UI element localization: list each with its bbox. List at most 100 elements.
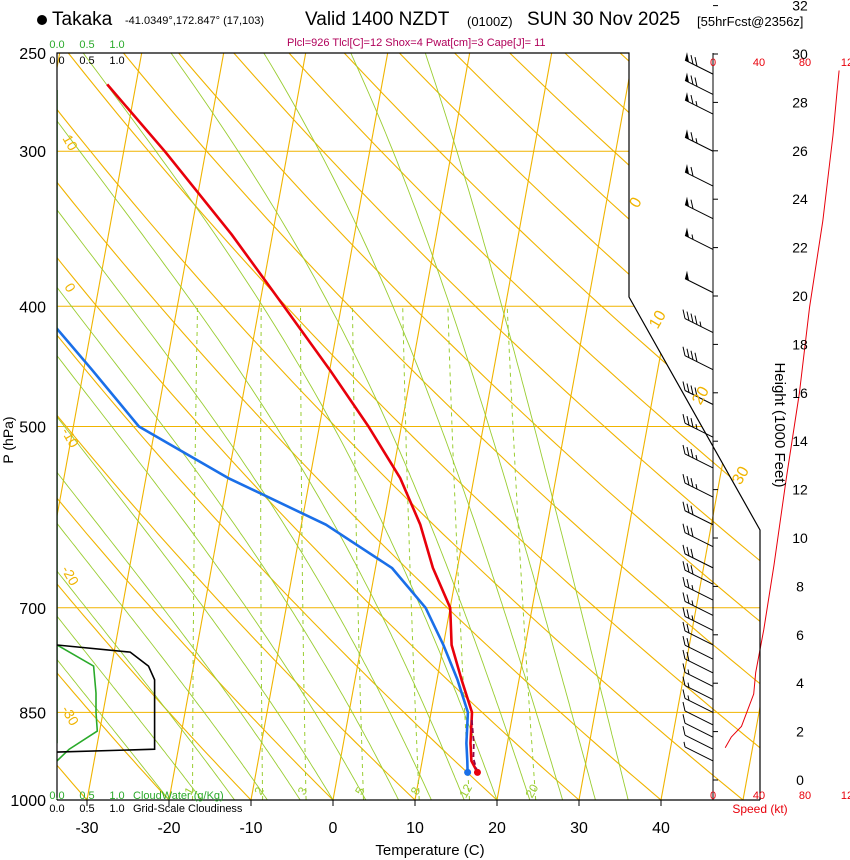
temperature-tick-label: 0 (329, 820, 338, 837)
height-tick-label: 16 (792, 385, 808, 401)
wind-barb-full (690, 448, 694, 459)
moist-adiabat (57, 53, 170, 800)
wind-barb-staff (684, 734, 714, 750)
wind-barb-full (682, 576, 686, 587)
dry-adiabat (57, 53, 170, 800)
wind-barb-full (682, 701, 686, 712)
wind-barb-staff (684, 482, 714, 498)
wind-barb (682, 649, 714, 674)
moist-adiabat (350, 53, 596, 800)
moist-adiabat (57, 53, 367, 800)
height-tick-label: 20 (792, 288, 808, 304)
wind-barb-half (695, 138, 698, 144)
wind-barb-full (682, 414, 686, 424)
wind-barb-staff (684, 355, 714, 371)
moist-adiabat (57, 53, 268, 800)
height-tick-label: 30 (792, 46, 808, 62)
mixing-ratio-label: 5 (352, 784, 368, 797)
wind-barb (682, 663, 714, 687)
mixing-ratio-line (352, 306, 364, 800)
wind-barb-full (682, 381, 686, 391)
wind-barb-staff (684, 569, 714, 585)
wind-barb (684, 92, 714, 115)
wind-barb-full (694, 57, 698, 67)
wind-barb-pennant (685, 92, 689, 103)
wind-barb (682, 444, 714, 469)
cloud-water-label: CloudWater (g/Kg) (133, 790, 224, 802)
wind-barb-half (695, 484, 698, 490)
mixing-ratio-label: 20 (522, 781, 541, 800)
wind-barb-full (694, 387, 698, 397)
mixing-ratio-line (192, 306, 198, 800)
moist-adiabat (57, 53, 465, 800)
wind-barb-full (682, 726, 686, 736)
height-axis-title: Height (1000 Feet) (771, 362, 788, 487)
temperature-tick-label: -10 (239, 820, 262, 837)
cloud-water-trace (57, 644, 99, 762)
wind-barb-half (687, 695, 690, 701)
cloudiness-scale-bottom: 0.5 (79, 803, 94, 815)
height-tick-label: 8 (796, 578, 804, 594)
cloud-water-scale-bottom: 1.0 (109, 790, 124, 802)
wind-barb-pennant (685, 196, 689, 207)
wind-barb-staff (684, 630, 714, 646)
mixing-ratio-line (260, 306, 264, 800)
dry-adiabat (123, 53, 760, 800)
speed-axis-title: Speed (kt) (732, 802, 787, 816)
upper-isotherm-label: 30 (729, 464, 753, 488)
wind-barb-full (682, 523, 686, 533)
temperature-tick-label: -20 (157, 820, 180, 837)
wind-barb-full (686, 594, 690, 604)
cloud-water-scale-bottom: 0.5 (79, 790, 94, 802)
dry-adiabat (57, 53, 580, 800)
left-isotherm-label: 0 (61, 280, 79, 295)
pressure-tick-label: 300 (19, 144, 46, 161)
wind-barb-pennant (685, 270, 689, 281)
wind-barb (684, 129, 714, 152)
pressure-tick-label: 700 (19, 601, 46, 618)
wind-barb-full (694, 77, 698, 87)
wind-barb-full (690, 527, 694, 537)
wind-barb (682, 636, 714, 660)
cloud-water-scale-top: 0.5 (79, 39, 94, 51)
station-dot-icon (37, 15, 47, 25)
wind-barb-pennant (685, 129, 689, 140)
height-tick-label: 10 (792, 530, 808, 546)
moist-adiabat (263, 53, 564, 800)
valid-time: Valid 1400 NZDT (305, 9, 450, 30)
wind-barb-half (699, 321, 702, 327)
cloudiness-scale-top: 0.5 (79, 55, 94, 67)
height-tick-label: 28 (792, 94, 808, 110)
left-isotherm-label: -10 (58, 425, 82, 451)
wind-barb-staff (684, 658, 714, 674)
cloudiness-scale-bottom: 1.0 (109, 803, 124, 815)
wind-barb-full (686, 383, 690, 393)
wind-barb (682, 607, 714, 631)
wind-barb-half (687, 682, 690, 688)
moist-adiabat (57, 53, 334, 800)
wind-barb-staff (684, 710, 714, 726)
cloud-water-scale-top: 0.0 (49, 39, 64, 51)
upper-isotherm-label: 20 (689, 384, 713, 408)
wind-barb-half (695, 100, 698, 107)
temperature-axis-title: Temperature (C) (375, 842, 484, 859)
cloudiness-trace (57, 644, 156, 753)
moist-adiabat (57, 53, 301, 800)
wind-barb (684, 72, 714, 95)
dry-adiabat (288, 53, 760, 800)
isotherm-line (57, 53, 143, 800)
wind-barb-full (690, 166, 694, 177)
wind-barb-staff (684, 318, 714, 333)
pressure-tick-label: 1000 (10, 793, 46, 810)
temperature-tick-label: 30 (570, 820, 588, 837)
wind-barb-full (682, 621, 686, 632)
wind-barb-pennant (685, 52, 689, 63)
wind-barb-full (690, 94, 694, 105)
wind-barb-staff (684, 278, 714, 294)
height-tick-label: 26 (792, 143, 808, 159)
wind-barb-staff (684, 601, 714, 616)
speed-scale-bottom: 0 (710, 790, 716, 802)
wind-barb (682, 501, 714, 526)
wind-barb-full (682, 501, 686, 511)
